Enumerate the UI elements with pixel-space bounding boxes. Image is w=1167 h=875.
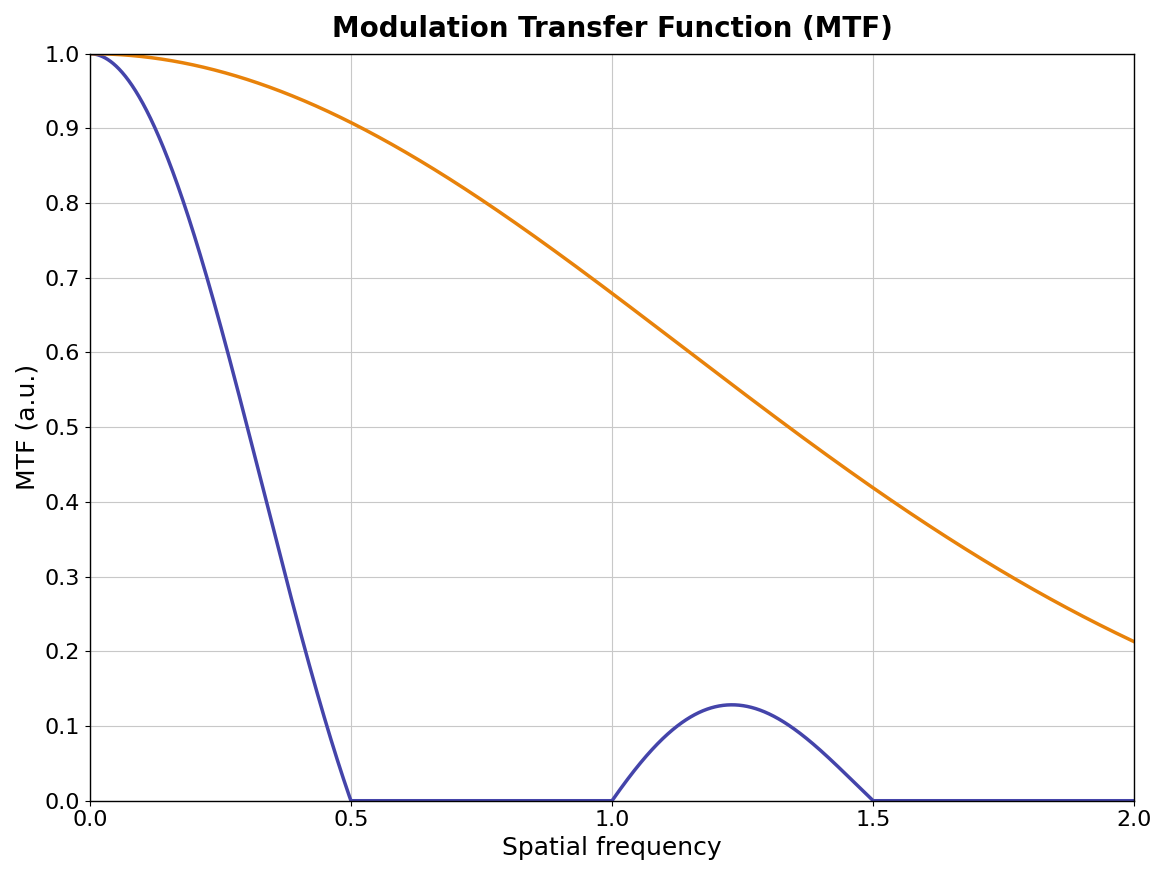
X-axis label: Spatial frequency: Spatial frequency bbox=[502, 836, 722, 860]
Y-axis label: MTF (a.u.): MTF (a.u.) bbox=[15, 364, 39, 490]
Title: Modulation Transfer Function (MTF): Modulation Transfer Function (MTF) bbox=[331, 15, 893, 43]
